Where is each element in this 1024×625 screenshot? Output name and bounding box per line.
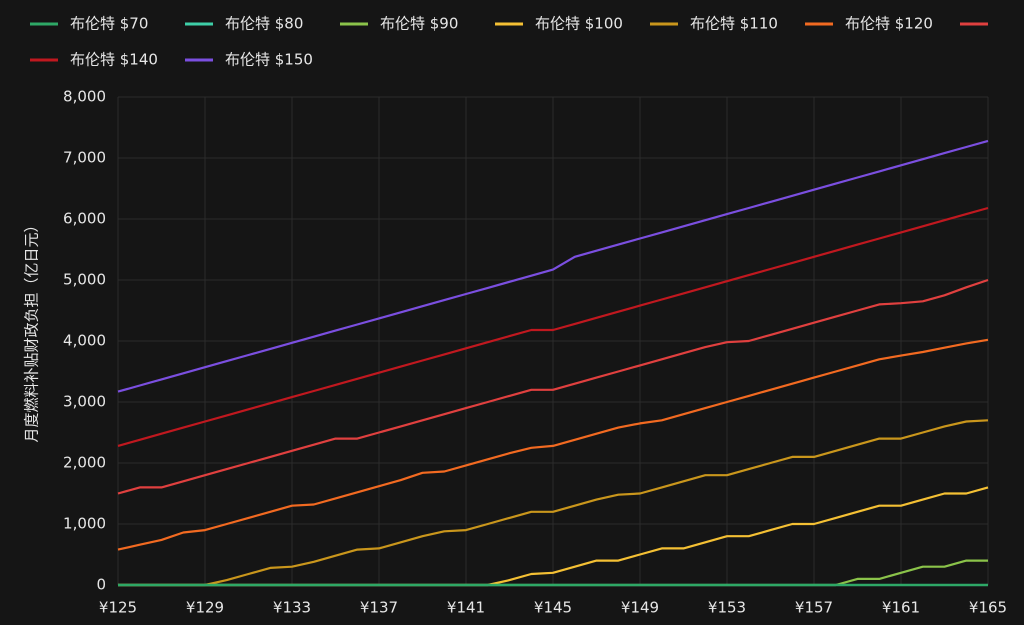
y-tick-label: 8,000 [63, 88, 106, 106]
y-tick-label: 4,000 [63, 332, 106, 350]
y-axis-label: 月度燃料补贴财政负担（亿日元） [23, 217, 41, 442]
x-tick-label: ¥153 [708, 599, 746, 617]
x-tick-label: ¥125 [99, 599, 137, 617]
x-tick-label: ¥161 [882, 599, 920, 617]
x-tick-label: ¥165 [969, 599, 1007, 617]
x-tick-label: ¥141 [447, 599, 485, 617]
legend-label: 布伦特 $80 [225, 15, 303, 33]
series-line [117, 139, 989, 393]
x-tick-label: ¥133 [273, 599, 311, 617]
y-tick-label: 3,000 [63, 393, 106, 411]
series-line [117, 278, 989, 495]
legend-label: 布伦特 $110 [690, 15, 778, 33]
y-tick-label: 5,000 [63, 271, 106, 289]
x-tick-label: ¥157 [795, 599, 833, 617]
series-line [118, 419, 989, 587]
x-tick-label: ¥149 [621, 599, 659, 617]
y-tick-label: 1,000 [63, 515, 106, 533]
legend-label: 布伦特 $100 [535, 15, 623, 33]
x-tick-label: ¥137 [360, 599, 398, 617]
legend-label: 布伦特 $120 [845, 15, 933, 33]
x-tick-label: ¥129 [186, 599, 224, 617]
legend-label: 布伦特 $150 [225, 51, 313, 69]
legend-label: 布伦特 $70 [70, 15, 148, 33]
y-tick-label: 2,000 [63, 454, 106, 472]
legend-label: 布伦特 $140 [70, 51, 158, 69]
y-tick-label: 6,000 [63, 210, 106, 228]
series-line [117, 206, 989, 447]
x-tick-label: ¥145 [534, 599, 572, 617]
y-tick-label: 0 [96, 576, 106, 594]
legend-label: 布伦特 $90 [380, 15, 458, 33]
series-line [117, 338, 989, 551]
y-tick-label: 7,000 [63, 149, 106, 167]
